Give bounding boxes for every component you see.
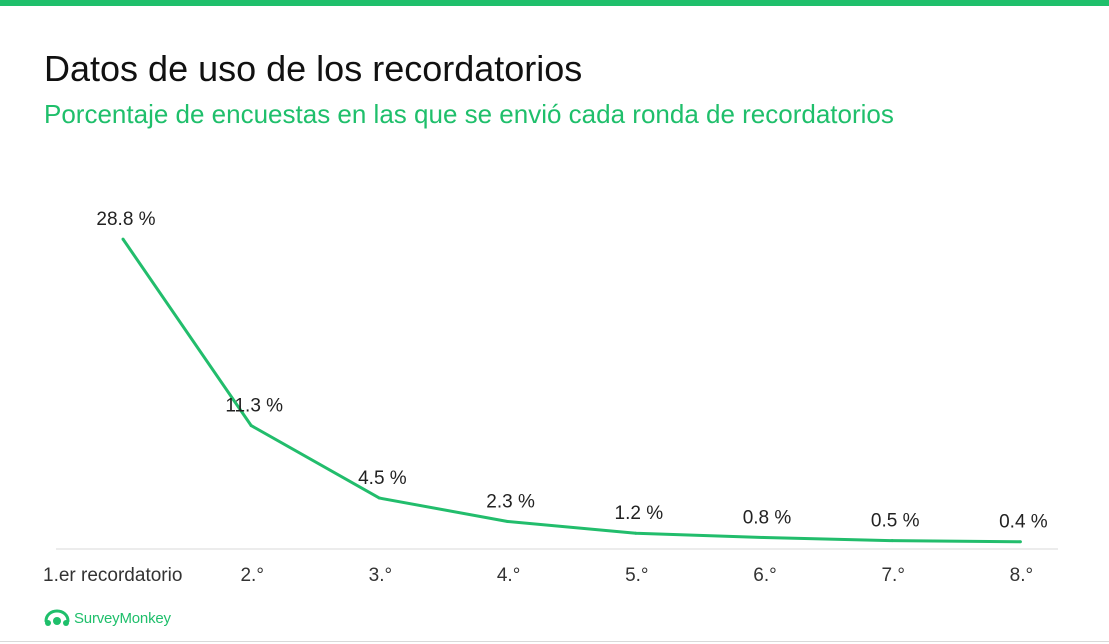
line-chart: 28.8 % 11.3 % 4.5 % 2.3 % 1.2 % 0.8 % 0.5 % 0.4… xyxy=(43,209,1058,586)
data-point xyxy=(377,496,381,500)
data-label: 0.8 % xyxy=(743,507,792,528)
data-point xyxy=(121,237,125,241)
x-tick-label: 2.° xyxy=(240,565,263,586)
data-point xyxy=(762,535,766,539)
series-line xyxy=(121,238,1021,544)
x-tick-label: 6.° xyxy=(753,565,776,586)
data-point xyxy=(890,539,894,543)
brand-name: SurveyMonkey xyxy=(74,609,171,627)
data-label: 0.5 % xyxy=(871,511,920,532)
x-tick-label: 7.° xyxy=(881,565,904,586)
brand-logo: SurveyMonkey xyxy=(44,606,171,630)
data-point xyxy=(506,519,510,523)
surveymonkey-logo-icon xyxy=(44,609,70,626)
data-label: 0.4 % xyxy=(999,512,1048,533)
data-label: 1.2 % xyxy=(615,503,664,524)
x-tick-label: 5.° xyxy=(625,565,648,586)
data-label: 4.5 % xyxy=(358,468,407,489)
x-tick-label: 3.° xyxy=(369,565,392,586)
bottom-divider xyxy=(0,641,1109,642)
data-label: 2.3 % xyxy=(486,491,535,512)
data-label: 11.3 % xyxy=(225,396,283,417)
chart-subtitle: Porcentaje de encuestas en las que se en… xyxy=(44,99,894,129)
series-layer xyxy=(121,237,1022,544)
x-tick-label: 4.° xyxy=(497,565,520,586)
data-point xyxy=(1018,540,1022,544)
data-point xyxy=(634,531,638,535)
data-label: 28.8 % xyxy=(96,209,155,230)
top-accent-bar xyxy=(0,0,1109,6)
chart-title: Datos de uso de los recordatorios xyxy=(44,48,583,89)
x-tick-label: 1.er recordatorio xyxy=(43,565,182,586)
data-label-layer: 28.8 % 11.3 % 4.5 % 2.3 % 1.2 % 0.8 % 0.5 % 0.4… xyxy=(96,209,1047,533)
data-point xyxy=(249,424,253,428)
x-tick-label: 8.° xyxy=(1010,565,1033,586)
x-tick-labels: 1.er recordatorio 2.° 3.° 4.° 5.° 6.° 7.° 8.° xyxy=(43,565,1033,586)
